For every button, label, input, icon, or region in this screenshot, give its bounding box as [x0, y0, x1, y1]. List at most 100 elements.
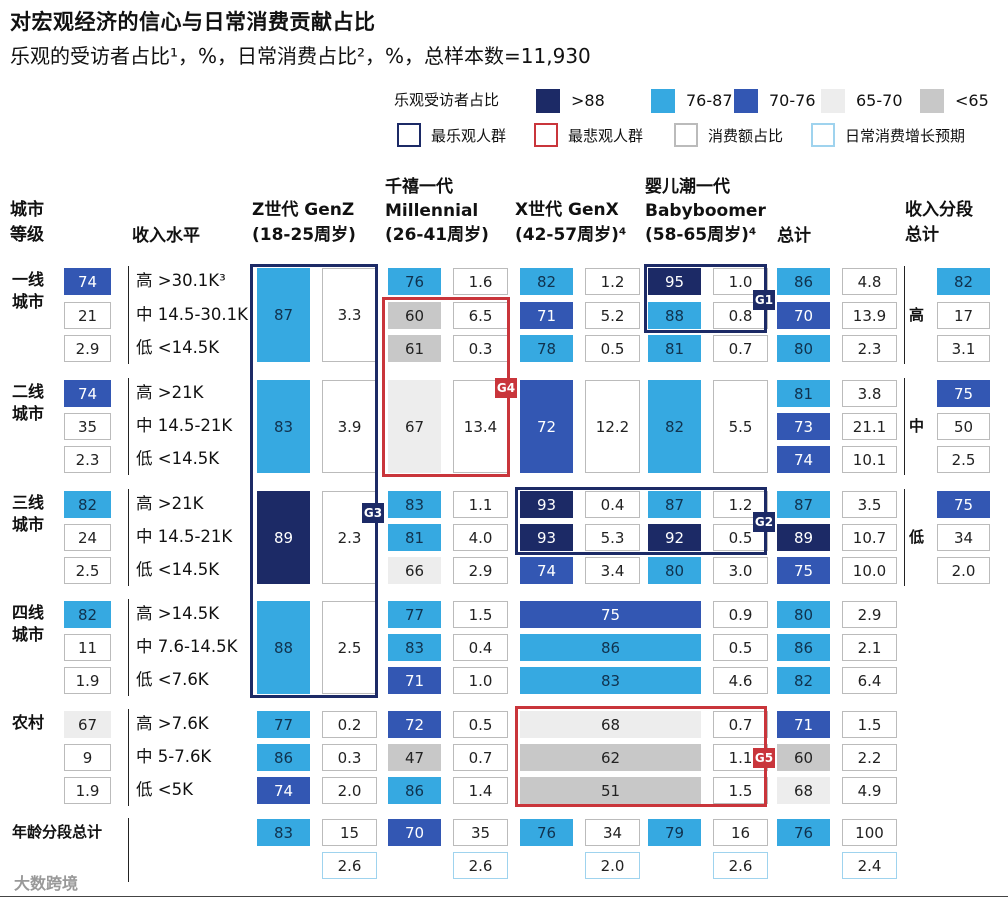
chart-title: 对宏观经济的信心与日常消费贡献占比 — [10, 10, 376, 34]
genz-optimism: 87 — [257, 268, 310, 362]
total-optimism: 89 — [777, 524, 830, 551]
millennial-optimism: 72 — [388, 711, 441, 738]
city-income-share: 2.9 — [64, 335, 111, 362]
boomer-consumption: 0.8 — [713, 302, 768, 329]
block-divider — [128, 378, 129, 475]
income-level-label: 低 <5K — [136, 780, 193, 799]
age-total-consumption: 15 — [322, 819, 377, 846]
boomer-consumption: 0.7 — [713, 335, 768, 362]
total-consumption: 2.2 — [842, 744, 897, 771]
genz-optimism: 86 — [257, 744, 310, 771]
legend-label: 65-70 — [856, 91, 903, 110]
total-consumption: 6.4 — [842, 667, 897, 694]
genx-consumption: 0.4 — [585, 491, 640, 518]
block-divider — [128, 818, 129, 882]
boomer-consumption: 1.5 — [713, 777, 768, 804]
millennial-consumption: 1.0 — [453, 667, 508, 694]
millennial-consumption: 1.5 — [453, 601, 508, 628]
city-income-share: 1.9 — [64, 777, 111, 804]
income-bracket-label: 中 — [909, 417, 925, 435]
legend-box — [534, 123, 558, 147]
income-level-label: 中 5-7.6K — [136, 747, 212, 766]
genz-consumption: 3.9 — [322, 380, 377, 473]
genx-boomer-optimism: 75 — [520, 601, 701, 628]
city-tier-label: 四线 城市 — [12, 603, 45, 644]
total-consumption: 1.5 — [842, 711, 897, 738]
age-total-growth: 2.6 — [322, 852, 377, 879]
income-bracket-label: 高 — [909, 306, 925, 324]
millennial-consumption: 1.6 — [453, 268, 508, 295]
city-income-share: 11 — [64, 634, 111, 661]
header-total: 总计 — [777, 226, 811, 246]
genz-optimism: 74 — [257, 777, 310, 804]
income-level-label: 中 7.6-14.5K — [136, 637, 238, 656]
legend-box-label: 消费额占比 — [708, 127, 784, 145]
total-optimism: 82 — [777, 667, 830, 694]
legend-swatch — [734, 89, 758, 113]
age-total-optimism: 79 — [648, 819, 701, 846]
bracket-divider — [904, 378, 905, 475]
total-optimism: 81 — [777, 380, 830, 407]
millennial-optimism: 81 — [388, 524, 441, 551]
income-level-label: 低 <7.6K — [136, 670, 209, 689]
city-tier-label: 二线 城市 — [12, 382, 45, 423]
income-level-label: 低 <14.5K — [136, 449, 220, 468]
genx-consumption: 5.3 — [585, 524, 640, 551]
age-total-label: 年龄分段总计 — [12, 823, 103, 841]
header-income: 收入水平 — [132, 226, 200, 246]
total-consumption: 3.5 — [842, 491, 897, 518]
millennial-optimism: 66 — [388, 557, 441, 584]
genx-consumption: 1.2 — [585, 268, 640, 295]
group-tag: G3 — [362, 503, 384, 523]
city-income-share: 1.9 — [64, 667, 111, 694]
millennial-consumption: 1.1 — [453, 491, 508, 518]
bracket-total-optimism: 82 — [937, 268, 990, 295]
millennial-consumption: 0.3 — [453, 335, 508, 362]
income-level-label: 高 >7.6K — [136, 714, 209, 733]
group-tag: G1 — [753, 290, 775, 310]
city-income-share: 24 — [64, 524, 111, 551]
boomer-consumption: 0.5 — [713, 524, 768, 551]
boomer-optimism: 95 — [648, 268, 701, 295]
income-level-label: 中 14.5-21K — [136, 416, 233, 435]
group-tag: G4 — [495, 378, 517, 398]
bracket-divider — [904, 266, 905, 364]
total-consumption: 21.1 — [842, 413, 897, 440]
city-income-share: 2.5 — [64, 557, 111, 584]
millennial-optimism: 76 — [388, 268, 441, 295]
age-total-growth: 2.0 — [585, 852, 640, 879]
genx-boomer-optimism: 83 — [520, 667, 701, 694]
total-consumption: 2.3 — [842, 335, 897, 362]
boomer-optimism: 82 — [648, 380, 701, 473]
total-consumption: 10.7 — [842, 524, 897, 551]
boomer-consumption: 0.5 — [713, 634, 768, 661]
boomer-consumption: 3.0 — [713, 557, 768, 584]
legend-swatch — [920, 89, 944, 113]
age-total-growth: 2.6 — [713, 852, 768, 879]
bottom-rule — [0, 896, 1008, 897]
header-genz: Z世代 GenZ (18-25周岁) — [252, 200, 356, 245]
genx-optimism: 78 — [520, 335, 573, 362]
genz-optimism: 77 — [257, 711, 310, 738]
total-consumption: 10.1 — [842, 446, 897, 473]
total-consumption: 2.1 — [842, 634, 897, 661]
boomer-consumption: 4.6 — [713, 667, 768, 694]
group-tag: G2 — [753, 512, 775, 532]
bracket-total-value: 50 — [937, 413, 990, 440]
income-bracket-label: 低 — [909, 528, 925, 546]
legend-label: >88 — [571, 91, 605, 110]
income-level-label: 高 >14.5K — [136, 604, 220, 623]
genz-optimism: 83 — [257, 380, 310, 473]
total-consumption: 13.9 — [842, 302, 897, 329]
block-divider — [128, 599, 129, 696]
group-tag: G5 — [753, 748, 775, 768]
group-frame-g1 — [644, 264, 767, 333]
total-consumption: 10.0 — [842, 557, 897, 584]
city-tier-label: 三线 城市 — [12, 493, 45, 534]
millennial-consumption: 6.5 — [453, 302, 508, 329]
city-tier-label: 农村 — [12, 713, 45, 732]
legend-label: 70-76 — [769, 91, 816, 110]
boomer-optimism: 87 — [648, 491, 701, 518]
genz-consumption: 2.5 — [322, 601, 377, 694]
legend-box — [811, 123, 835, 147]
